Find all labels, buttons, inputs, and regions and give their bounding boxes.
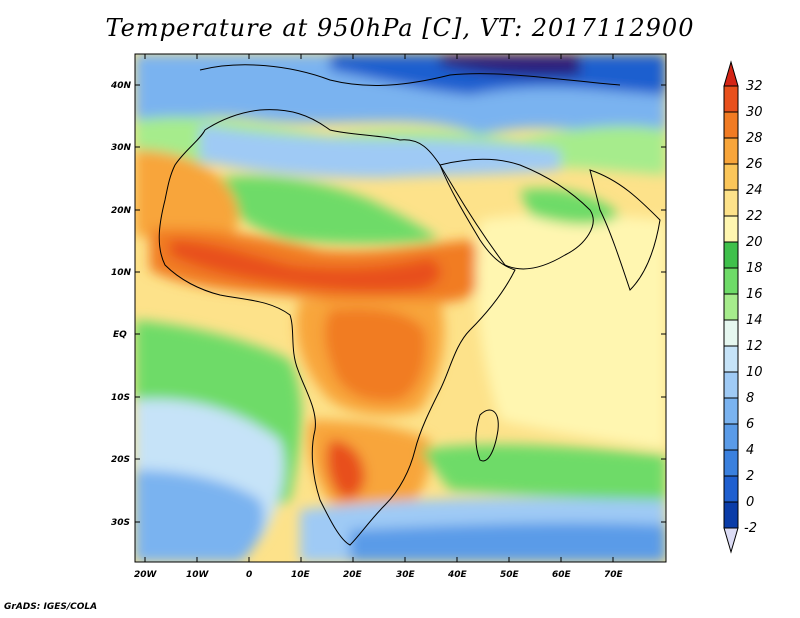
map-title: Temperature at 950hPa [C], VT: 201711290… [105, 14, 695, 42]
colorbar-bin [723, 449, 739, 477]
colorbar-bin [723, 215, 739, 243]
colorbar-label-28: 28 [746, 131, 763, 146]
lat-tick-20s: 20S [111, 455, 130, 465]
colorbar-label-12: 12 [746, 339, 763, 354]
colorbar-label-16: 16 [746, 287, 763, 302]
colorbar-label-0: 0 [746, 495, 754, 510]
lat-tick-30n: 30N [111, 143, 132, 153]
lat-tick-30s: 30S [111, 518, 130, 528]
colorbar-bin [723, 293, 739, 321]
colorbar-labels: 32 30 28 26 24 22 20 18 16 14 12 10 8 6 … [744, 79, 763, 536]
lat-tick-40n: 40N [110, 81, 132, 91]
colorbar-label-32: 32 [746, 79, 763, 94]
colorbar-bottom-arrow [723, 527, 739, 554]
colorbar-bin [723, 267, 739, 295]
lon-tick-50e: 50E [500, 570, 520, 580]
colorbar-label-18: 18 [746, 261, 763, 276]
lat-tick-eq: EQ [113, 330, 127, 340]
colorbar-label-26: 26 [746, 157, 763, 172]
colorbar-label-6: 6 [746, 417, 754, 432]
colorbar-label-20: 20 [746, 235, 763, 250]
colorbar-bin [723, 189, 739, 217]
colorbar-label-2: 2 [746, 469, 754, 484]
temperature-field [135, 54, 666, 562]
colorbar-label-8: 8 [746, 391, 754, 406]
colorbar-bin [723, 85, 739, 113]
coastlines [158, 64, 661, 546]
colorbar-top-arrow [723, 60, 739, 87]
colorbar-bin [723, 111, 739, 139]
colorbar-bin [723, 319, 739, 347]
colorbar-label-24: 24 [746, 183, 763, 198]
lat-tick-10n: 10N [111, 268, 132, 278]
lon-tick-40e: 40E [447, 570, 468, 580]
lon-tick-20w: 20W [134, 570, 158, 580]
colorbar [723, 60, 739, 554]
colorbar-bin [723, 241, 739, 269]
lon-tick-60e: 60E [552, 570, 572, 580]
lon-tick-10w: 10W [186, 570, 210, 580]
colorbar-bin [723, 423, 739, 451]
colorbar-label-14: 14 [746, 313, 763, 328]
colorbar-label-30: 30 [746, 105, 763, 120]
lat-tick-20n: 20N [111, 206, 132, 216]
lon-tick-10e: 10E [291, 570, 311, 580]
lat-axis: 40N 30N 20N 10N EQ 10S 20S 30S [110, 81, 666, 528]
lon-axis: 20W 10W 0 10E 20E 30E 40E 50E 60E 70E [134, 54, 624, 580]
credit-text: GrADS: IGES/COLA [4, 602, 98, 612]
colorbar-bin [723, 137, 739, 165]
lon-tick-70e: 70E [604, 570, 624, 580]
colorbar-bin [723, 501, 739, 529]
lat-tick-10s: 10S [111, 393, 130, 403]
lon-tick-30e: 30E [396, 570, 416, 580]
colorbar-bin [723, 475, 739, 503]
lon-tick-0: 0 [246, 570, 252, 580]
colorbar-bin [723, 371, 739, 399]
colorbar-bin [723, 345, 739, 373]
colorbar-bin [723, 163, 739, 191]
colorbar-label-10: 10 [746, 365, 763, 380]
plot-frame [134, 53, 667, 563]
lon-tick-20e: 20E [343, 570, 363, 580]
colorbar-bin [723, 397, 739, 425]
colorbar-label-22: 22 [746, 209, 763, 224]
colorbar-label-4: 4 [746, 443, 754, 458]
colorbar-label-minus-2: -2 [744, 521, 757, 536]
